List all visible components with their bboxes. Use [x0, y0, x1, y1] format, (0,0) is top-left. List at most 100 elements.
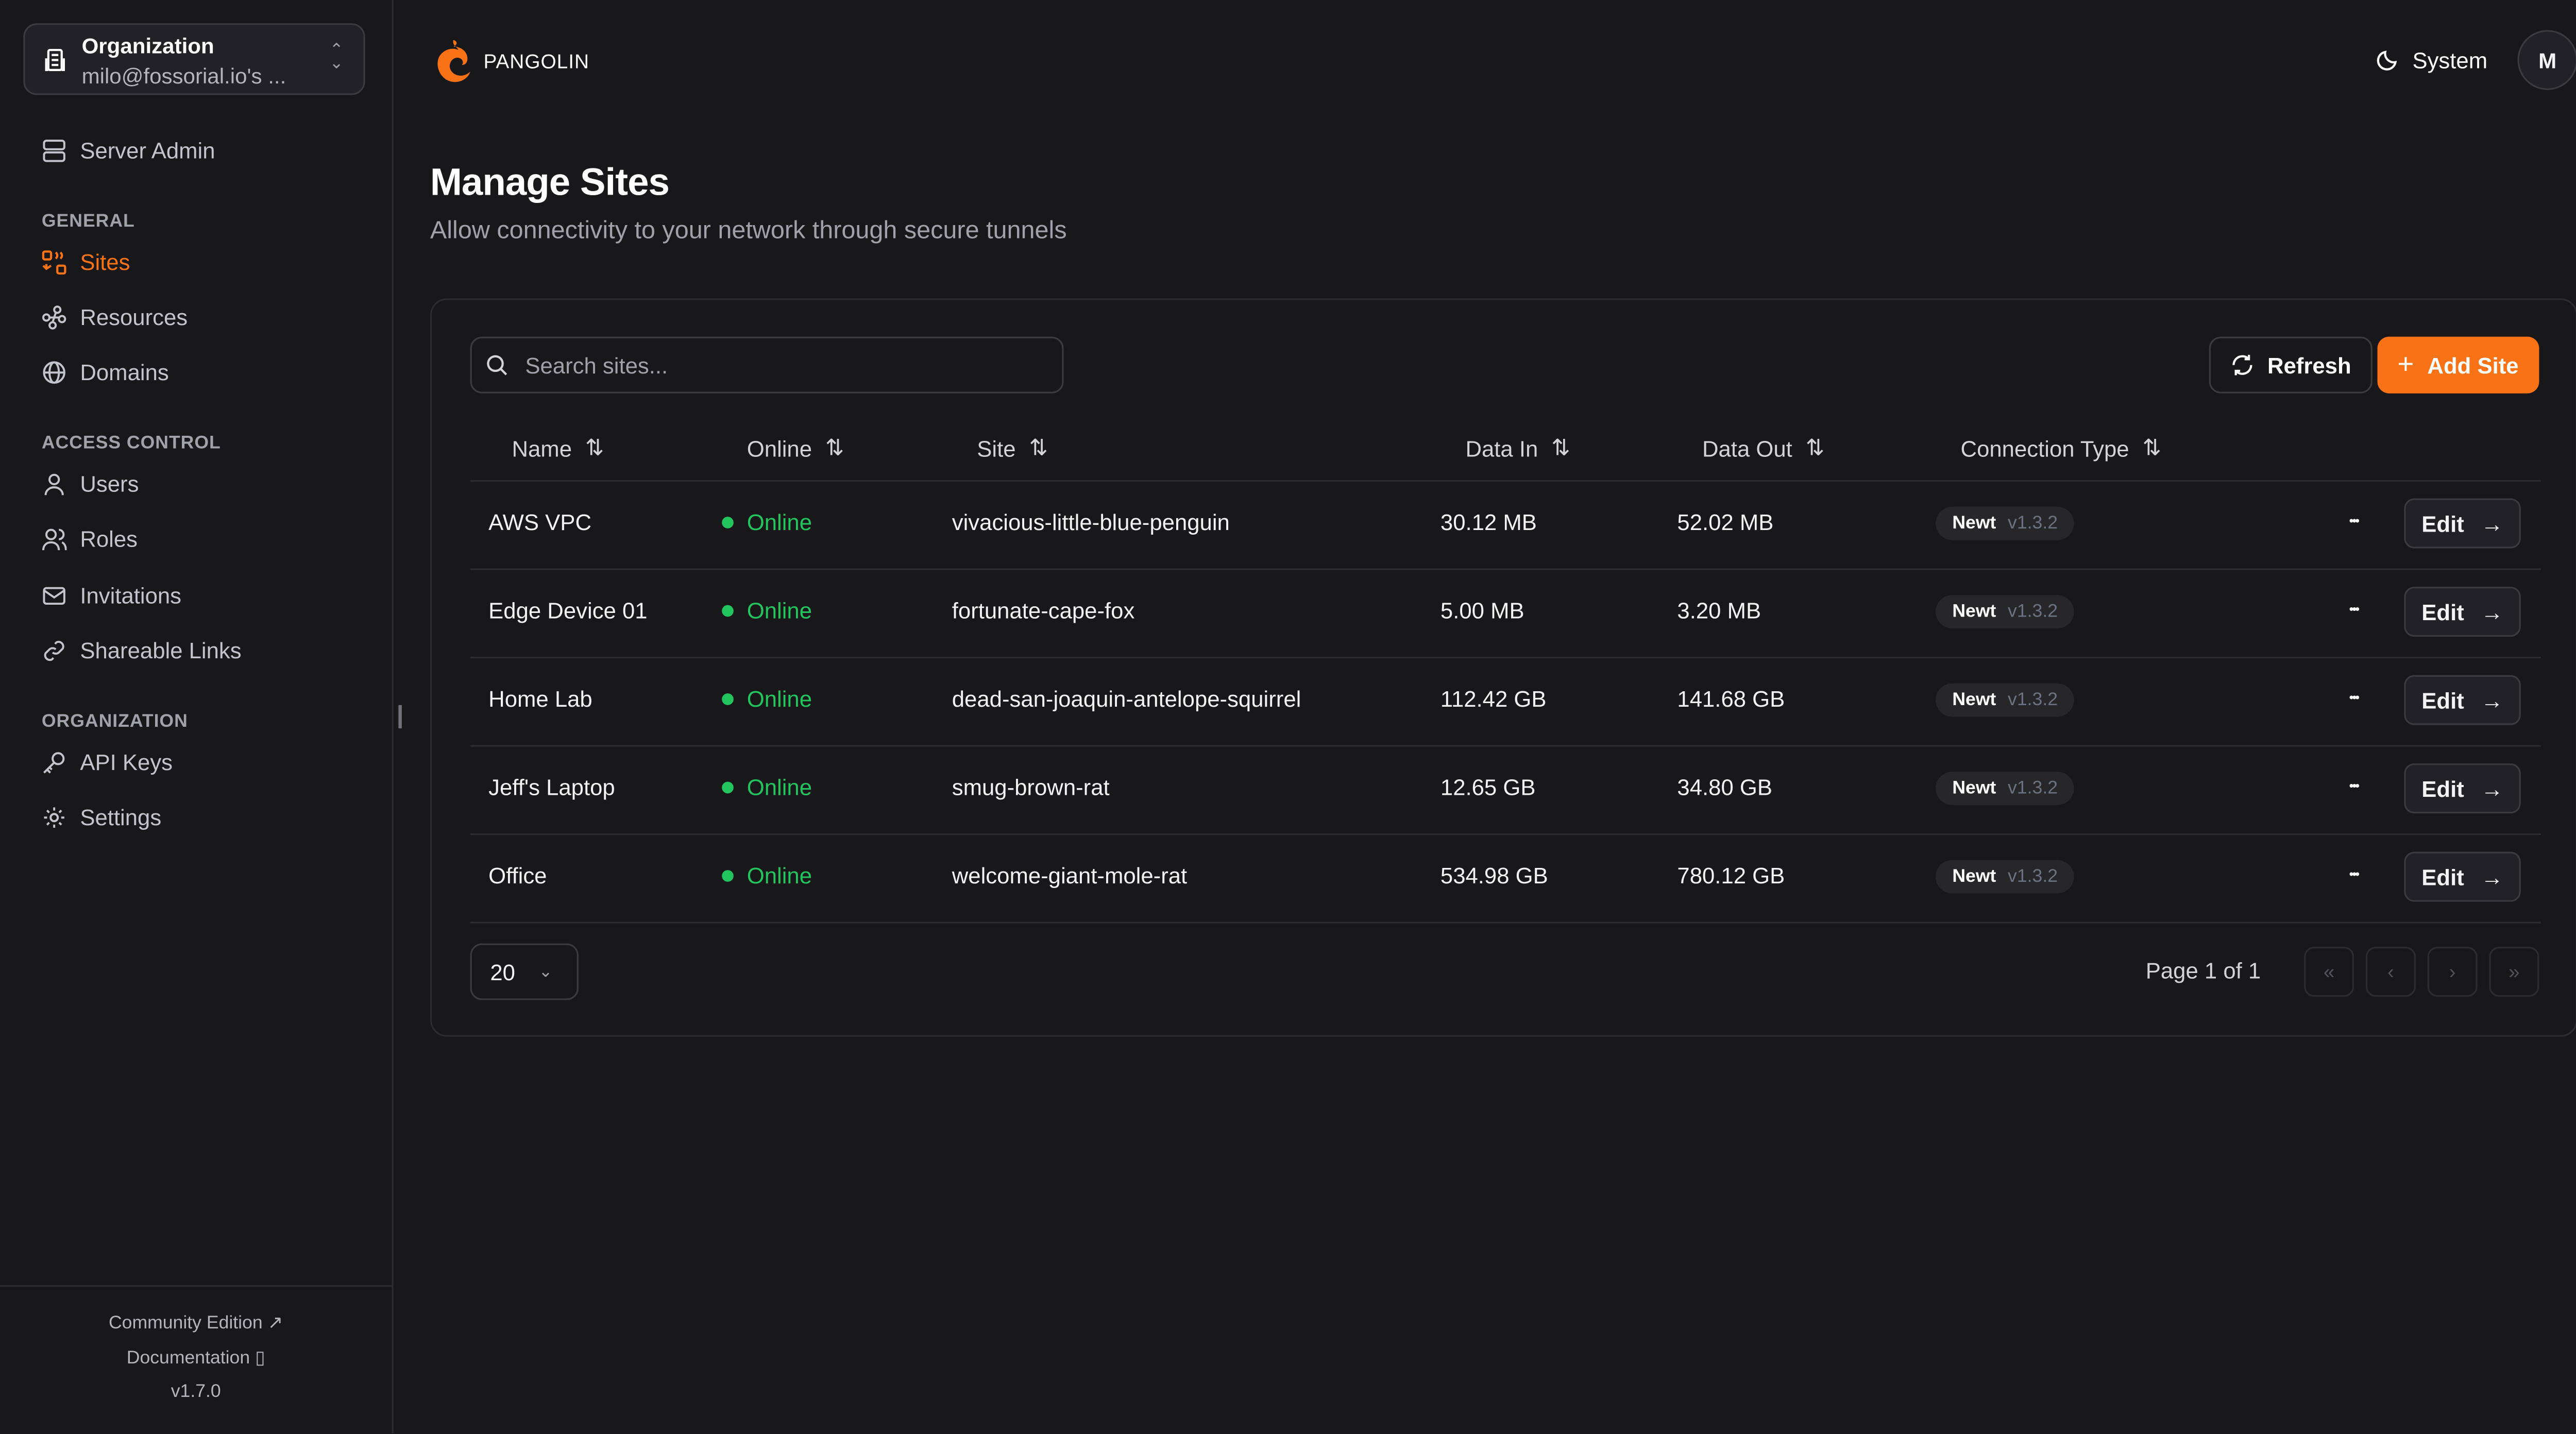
column-data-in[interactable]: Data In ⇅ — [1465, 435, 1570, 462]
more-actions-button[interactable]: ••• — [2349, 778, 2360, 794]
more-actions-button[interactable]: ••• — [2349, 513, 2360, 528]
sites-icon — [42, 250, 66, 275]
first-page-button[interactable]: « — [2304, 947, 2354, 997]
more-actions-button[interactable]: ••• — [2349, 690, 2360, 705]
column-connection-type[interactable]: Connection Type ⇅ — [1961, 435, 2162, 462]
table-row: AWS VPC Online vivacious-little-blue-pen… — [470, 480, 2541, 570]
user-avatar[interactable]: M — [2517, 30, 2576, 90]
more-actions-button[interactable]: ••• — [2349, 866, 2360, 882]
documentation-link[interactable]: Documentation ▯ — [0, 1347, 392, 1369]
table-header: Name ⇅ Online ⇅ Site ⇅ Data In ⇅ Data Out ⇅ C… — [470, 420, 2541, 482]
org-name: milo@fossorial.io's ... — [81, 63, 286, 89]
last-page-button[interactable]: » — [2489, 947, 2539, 997]
users-icon — [42, 528, 67, 551]
theme-label: System — [2412, 47, 2488, 73]
connection-type-badge: Newt v1.3.2 — [1935, 506, 2075, 540]
nav-domains[interactable]: Domains — [42, 360, 169, 385]
connection-version: v1.3.2 — [2008, 866, 2058, 887]
connection-type: Newt — [1952, 866, 1996, 887]
status-dot-icon — [722, 693, 734, 705]
globe-icon — [43, 361, 65, 384]
page-size-select[interactable]: 20 ⌄ — [470, 943, 579, 1000]
column-online[interactable]: Online ⇅ — [747, 435, 844, 462]
section-organization: ORGANIZATION — [41, 711, 188, 732]
sort-icon: ⇅ — [585, 435, 604, 460]
connection-type: Newt — [1952, 513, 1996, 534]
more-actions-button[interactable]: ••• — [2349, 602, 2360, 617]
edit-button[interactable]: Edit → — [2404, 763, 2521, 814]
column-name[interactable]: Name ⇅ — [512, 435, 604, 462]
key-icon — [43, 752, 65, 774]
data-out: 3.20 MB — [1677, 598, 1761, 624]
connection-type-badge: Newt v1.3.2 — [1935, 772, 2075, 805]
nav-invitations[interactable]: Invitations — [42, 584, 181, 608]
pangolin-logo-icon — [437, 40, 470, 82]
nav-resources[interactable]: Resources — [42, 305, 188, 330]
data-in: 5.00 MB — [1440, 598, 1524, 624]
column-label: Name — [512, 436, 572, 461]
refresh-button[interactable]: Refresh — [2209, 336, 2373, 394]
nav-sites[interactable]: Sites — [42, 250, 130, 275]
sort-icon: ⇅ — [1551, 435, 1570, 460]
nav-shareable-links[interactable]: Shareable Links — [42, 638, 242, 663]
nav-server-admin[interactable]: Server Admin — [42, 139, 215, 163]
search-field[interactable] — [470, 336, 1064, 394]
online-status: Online — [722, 775, 812, 800]
sidebar-footer: Community Edition ↗ Documentation ▯ v1.7… — [0, 1285, 392, 1433]
data-in: 534.98 GB — [1440, 863, 1548, 889]
chevrons-right-icon: » — [2509, 960, 2520, 984]
nav-settings[interactable]: Settings — [42, 805, 161, 830]
status-dot-icon — [722, 870, 734, 882]
sites-card: Refresh + Add Site Name ⇅ Online ⇅ Site ⇅ D… — [430, 298, 2576, 1037]
data-out: 52.02 MB — [1677, 510, 1774, 535]
prev-page-button[interactable]: ‹ — [2365, 947, 2416, 997]
data-out: 780.12 GB — [1677, 863, 1785, 889]
search-icon — [487, 355, 507, 375]
org-switcher[interactable]: Organization milo@fossorial.io's ... ⌃ ⌄ — [23, 23, 365, 95]
next-page-button[interactable]: › — [2427, 947, 2478, 997]
edit-button[interactable]: Edit → — [2404, 587, 2521, 637]
edit-button[interactable]: Edit → — [2404, 851, 2521, 902]
section-access-control: ACCESS CONTROL — [41, 433, 221, 454]
arrow-right-icon: → — [2481, 776, 2503, 801]
data-out: 34.80 GB — [1677, 775, 1773, 800]
org-label: Organization — [81, 33, 214, 59]
connection-type-badge: Newt v1.3.2 — [1935, 860, 2075, 894]
edit-button[interactable]: Edit → — [2404, 498, 2521, 549]
sort-icon: ⇅ — [1805, 435, 1825, 460]
resources-icon — [42, 305, 66, 330]
brand-name: PANGOLIN — [483, 50, 590, 74]
arrow-right-icon: → — [2481, 510, 2503, 536]
theme-toggle[interactable]: System — [2376, 47, 2487, 73]
column-data-out[interactable]: Data Out ⇅ — [1702, 435, 1824, 462]
brand-logo[interactable]: PANGOLIN — [430, 37, 589, 87]
nav-users[interactable]: Users — [42, 472, 139, 497]
column-label: Connection Type — [1960, 436, 2129, 461]
table-row: Home Lab Online dead-san-joaquin-antelop… — [470, 657, 2541, 747]
user-icon — [44, 473, 64, 496]
nav-label: Domains — [80, 360, 169, 385]
edit-button[interactable]: Edit → — [2404, 675, 2521, 725]
edit-label: Edit — [2421, 687, 2464, 713]
sidebar-resize-handle[interactable] — [398, 705, 402, 729]
column-site[interactable]: Site ⇅ — [977, 435, 1048, 462]
arrow-right-icon: → — [2481, 687, 2503, 713]
table-row: Office Online welcome-giant-mole-rat 534… — [470, 833, 2541, 924]
edit-label: Edit — [2421, 599, 2464, 624]
arrow-right-icon: → — [2481, 599, 2503, 624]
building-icon — [45, 48, 65, 72]
external-link-icon: ↗ — [267, 1313, 283, 1334]
status-label: Online — [747, 775, 812, 800]
site-id: welcome-giant-mole-rat — [952, 863, 1188, 889]
community-edition-link[interactable]: Community Edition ↗ — [0, 1312, 392, 1334]
nav-roles[interactable]: Roles — [42, 527, 138, 552]
nav-label: Settings — [80, 805, 162, 830]
chevrons-left-icon: « — [2323, 960, 2335, 984]
status-label: Online — [747, 510, 812, 535]
add-site-button[interactable]: + Add Site — [2377, 336, 2539, 394]
nav-api-keys[interactable]: API Keys — [42, 750, 173, 775]
column-label: Online — [747, 436, 812, 461]
site-name: Home Lab — [488, 687, 592, 712]
connection-type: Newt — [1952, 690, 1996, 710]
search-input[interactable] — [521, 351, 1029, 380]
